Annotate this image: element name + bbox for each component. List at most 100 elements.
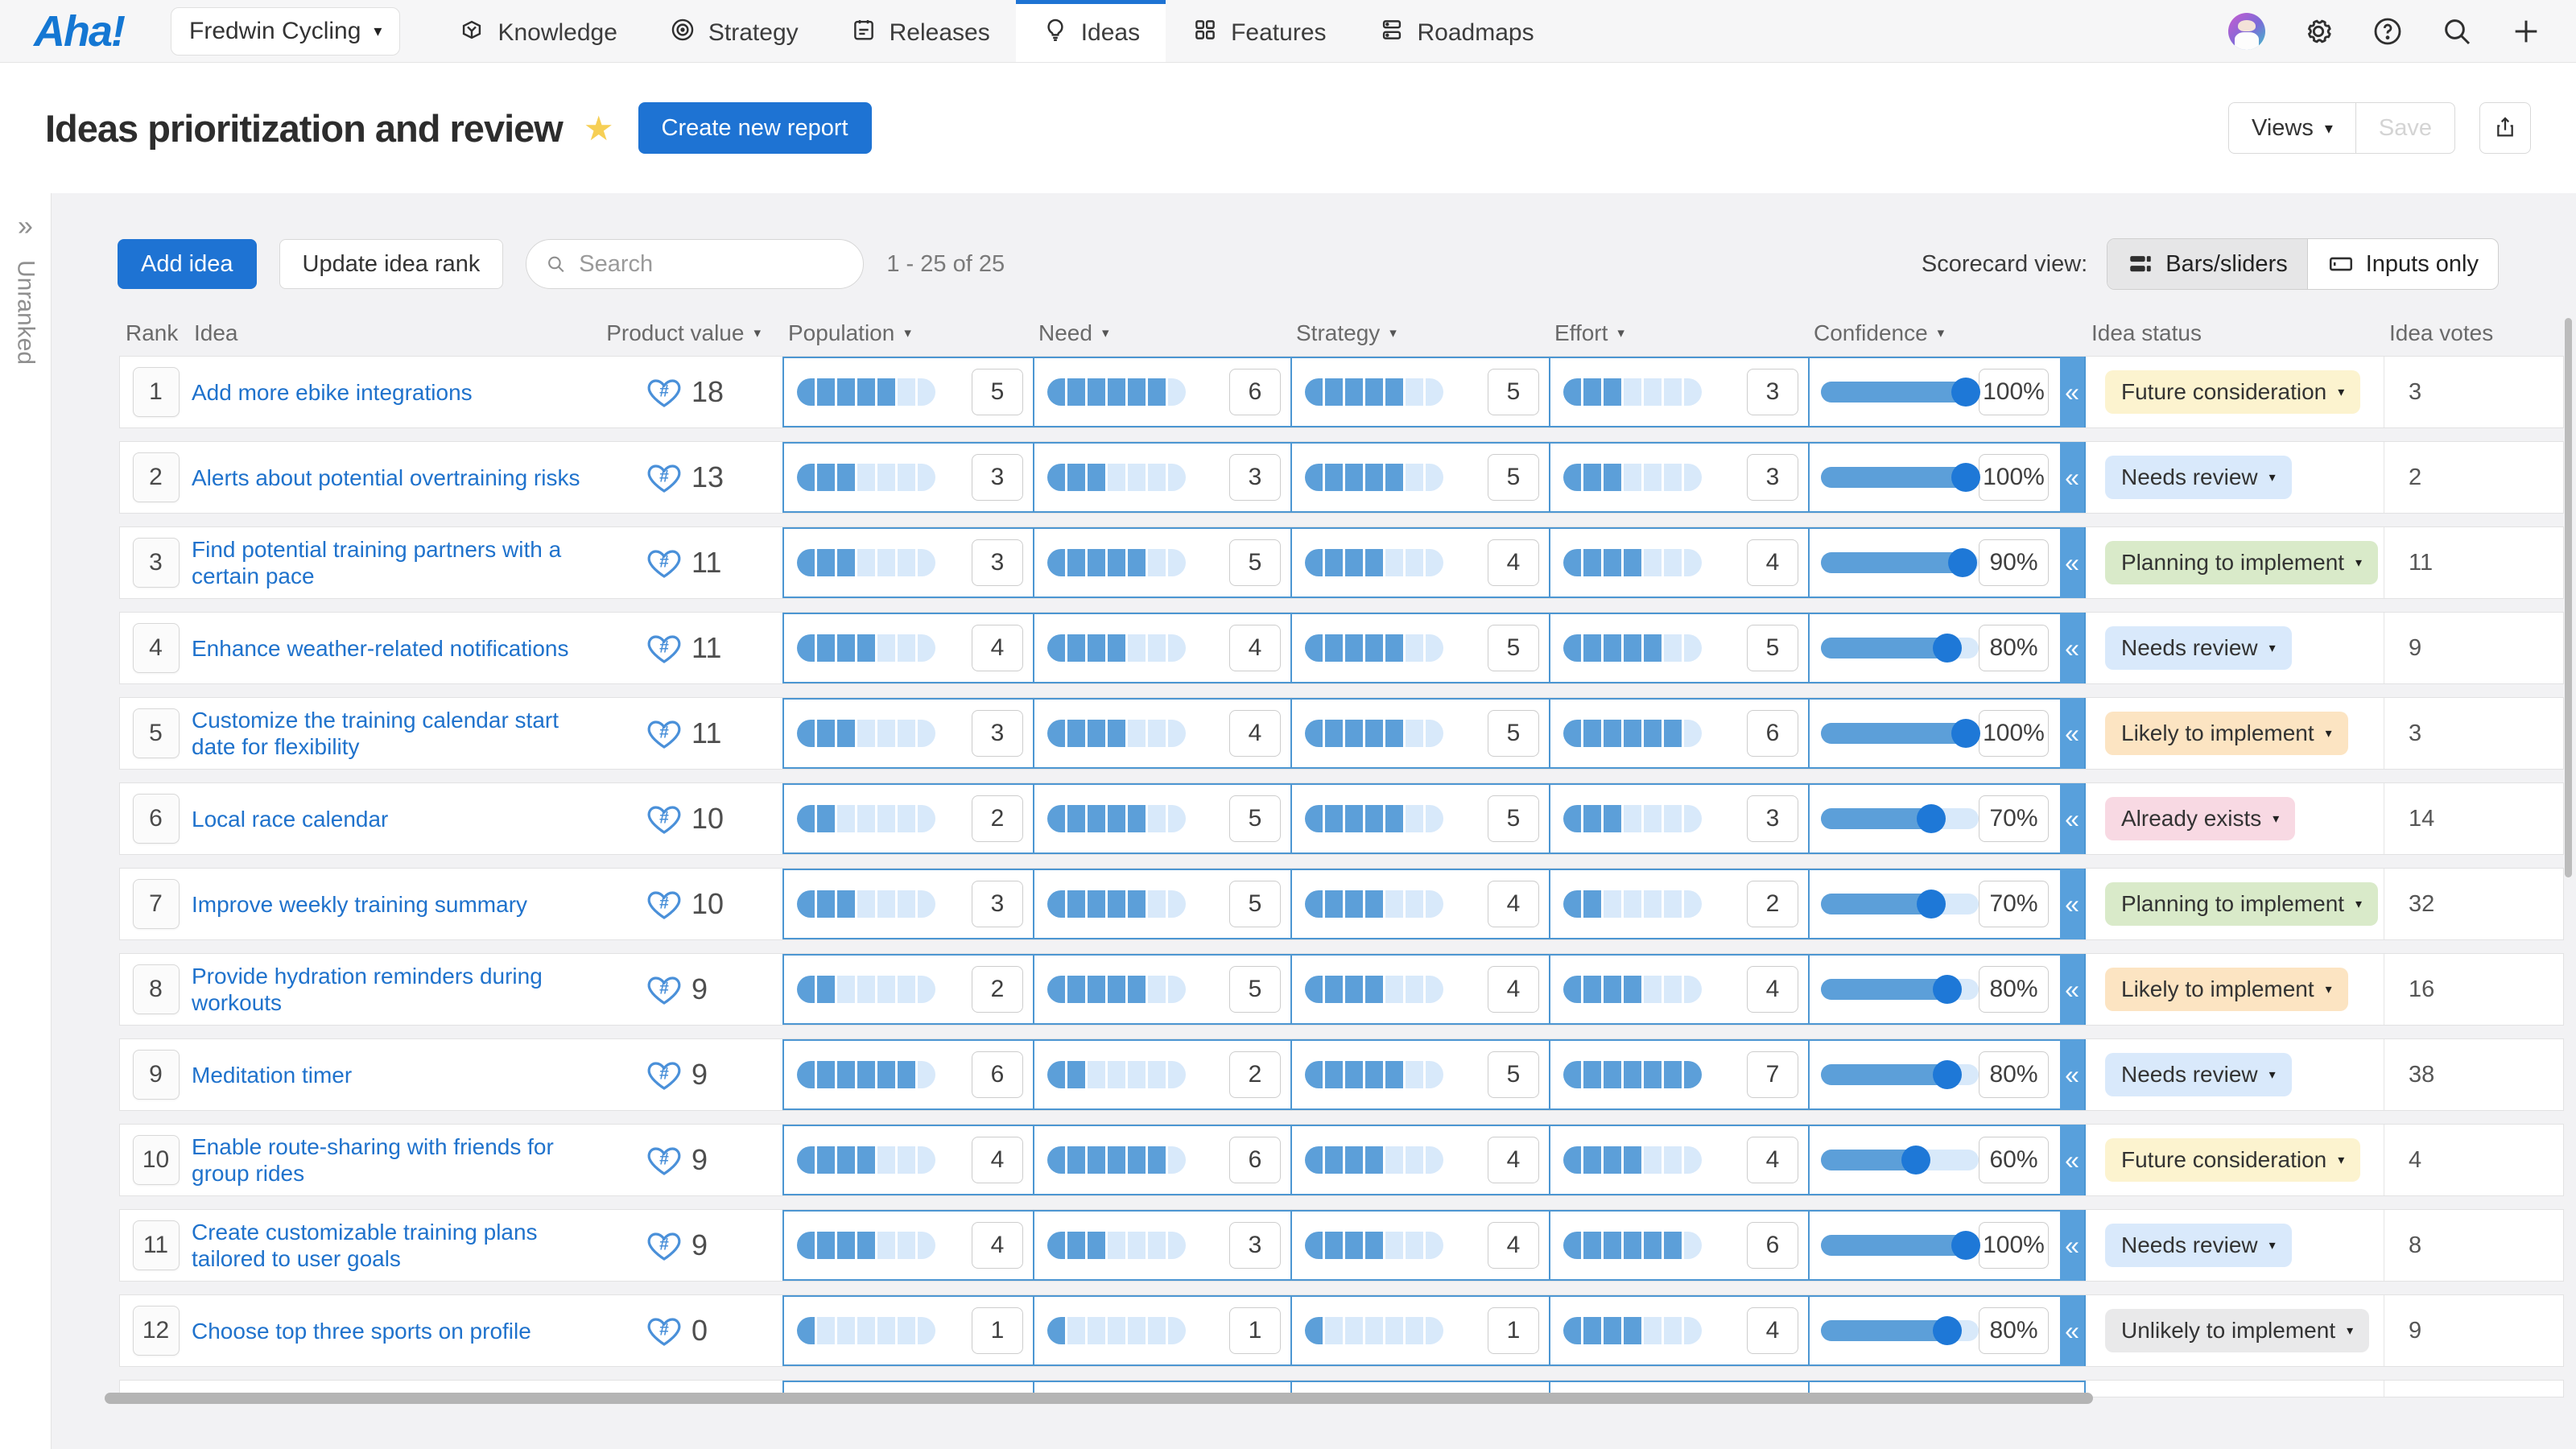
collapse-columns-icon[interactable]: « xyxy=(2060,527,2084,598)
score-bar[interactable] xyxy=(1047,549,1186,576)
score-cell-population[interactable]: 3 xyxy=(782,527,1033,598)
score-bar[interactable] xyxy=(1047,976,1186,1003)
slider-handle[interactable] xyxy=(1932,975,1962,1004)
column-header-need[interactable]: Need ▾ xyxy=(1032,320,1290,346)
score-bar[interactable] xyxy=(1563,1317,1702,1344)
score-value[interactable]: 4 xyxy=(972,1137,1023,1183)
share-button[interactable] xyxy=(2479,102,2531,154)
vertical-scrollbar[interactable] xyxy=(2565,318,2572,877)
score-value[interactable]: 4 xyxy=(1747,539,1798,586)
score-value[interactable]: 5 xyxy=(1488,795,1539,842)
score-value[interactable]: 5 xyxy=(1229,966,1281,1013)
status-badge[interactable]: Likely to implement ▾ xyxy=(2105,712,2348,755)
column-header-population[interactable]: Population ▾ xyxy=(782,320,1032,346)
score-bar[interactable] xyxy=(1563,378,1702,406)
idea-link[interactable]: Enable route-sharing with friends for gr… xyxy=(192,1134,554,1186)
confidence-slider[interactable] xyxy=(1821,975,1979,1004)
score-cell-confidence[interactable]: 100% « xyxy=(1808,357,2086,427)
score-bar[interactable] xyxy=(797,549,935,576)
idea-link[interactable]: Create customizable training plans tailo… xyxy=(192,1220,538,1271)
column-header-effort[interactable]: Effort ▾ xyxy=(1548,320,1807,346)
update-idea-rank-button[interactable]: Update idea rank xyxy=(279,239,504,289)
confidence-slider[interactable] xyxy=(1821,378,1980,407)
add-icon[interactable] xyxy=(2510,15,2542,47)
score-cell-population[interactable]: 2 xyxy=(782,954,1033,1025)
favorite-star-icon[interactable]: ★ xyxy=(583,109,614,147)
rank-badge[interactable]: 9 xyxy=(132,1050,180,1100)
slider-handle[interactable] xyxy=(1932,634,1962,663)
status-badge[interactable]: Unlikely to implement ▾ xyxy=(2105,1309,2370,1352)
score-value[interactable]: 5 xyxy=(1488,369,1539,415)
score-cell-effort[interactable]: 5 xyxy=(1549,613,1808,683)
score-bar[interactable] xyxy=(1047,1146,1186,1174)
confidence-slider[interactable] xyxy=(1821,1316,1979,1345)
idea-link[interactable]: Local race calendar xyxy=(192,806,389,832)
score-cell-effort[interactable]: 3 xyxy=(1549,442,1808,513)
score-value[interactable]: 3 xyxy=(972,881,1023,927)
confidence-slider[interactable] xyxy=(1821,719,1980,748)
score-bar[interactable] xyxy=(1563,720,1702,747)
score-bar[interactable] xyxy=(1305,549,1443,576)
rank-badge[interactable]: 7 xyxy=(132,879,180,929)
confidence-value[interactable]: 70% xyxy=(1979,795,2049,842)
score-cell-need[interactable]: 5 xyxy=(1033,954,1290,1025)
score-value[interactable]: 2 xyxy=(1747,881,1798,927)
score-cell-population[interactable]: 3 xyxy=(782,442,1033,513)
score-cell-confidence[interactable]: 80% « xyxy=(1808,1039,2086,1110)
score-value[interactable]: 7 xyxy=(1747,1051,1798,1098)
score-bar[interactable] xyxy=(1305,1061,1443,1088)
confidence-value[interactable]: 100% xyxy=(1979,454,2049,501)
score-bar[interactable] xyxy=(1047,890,1186,918)
score-bar[interactable] xyxy=(1047,720,1186,747)
confidence-slider[interactable] xyxy=(1821,548,1979,577)
idea-link[interactable]: Customize the training calendar start da… xyxy=(192,708,559,759)
confidence-value[interactable]: 80% xyxy=(1979,966,2049,1013)
workspace-switcher[interactable]: Fredwin Cycling ▾ xyxy=(171,6,401,56)
score-value[interactable]: 3 xyxy=(1229,454,1281,501)
bars-sliders-option[interactable]: Bars/sliders xyxy=(2107,239,2308,289)
status-badge[interactable]: Needs review ▾ xyxy=(2105,456,2292,499)
rank-badge[interactable]: 3 xyxy=(132,538,180,588)
score-cell-confidence[interactable]: 80% « xyxy=(1808,613,2086,683)
confidence-slider[interactable] xyxy=(1821,804,1979,833)
score-value[interactable]: 3 xyxy=(1747,795,1798,842)
confidence-slider[interactable] xyxy=(1821,463,1980,492)
collapse-columns-icon[interactable]: « xyxy=(2060,613,2084,683)
score-cell-need[interactable]: 3 xyxy=(1033,442,1290,513)
confidence-slider[interactable] xyxy=(1821,1231,1980,1260)
collapse-columns-icon[interactable]: « xyxy=(2060,954,2084,1025)
score-value[interactable]: 4 xyxy=(1488,539,1539,586)
confidence-slider[interactable] xyxy=(1821,634,1979,663)
score-value[interactable]: 4 xyxy=(972,625,1023,671)
score-cell-effort[interactable]: 3 xyxy=(1549,357,1808,427)
score-bar[interactable] xyxy=(797,720,935,747)
score-bar[interactable] xyxy=(1563,805,1702,832)
column-header-confidence[interactable]: Confidence ▾ xyxy=(1807,320,2085,346)
collapse-columns-icon[interactable]: « xyxy=(2060,442,2084,513)
score-cell-strategy[interactable]: 1 xyxy=(1290,1295,1549,1366)
score-bar[interactable] xyxy=(797,378,935,406)
score-cell-strategy[interactable]: 5 xyxy=(1290,442,1549,513)
collapse-columns-icon[interactable]: « xyxy=(2060,869,2084,939)
score-bar[interactable] xyxy=(1047,378,1186,406)
score-bar[interactable] xyxy=(797,1061,935,1088)
score-value[interactable]: 6 xyxy=(1747,710,1798,757)
create-new-report-button[interactable]: Create new report xyxy=(638,102,872,154)
score-cell-population[interactable]: 6 xyxy=(782,1039,1033,1110)
score-value[interactable]: 5 xyxy=(1747,625,1798,671)
confidence-value[interactable]: 60% xyxy=(1979,1137,2049,1183)
idea-link[interactable]: Add more ebike integrations xyxy=(192,379,473,405)
score-cell-confidence[interactable]: 100% « xyxy=(1808,698,2086,769)
score-cell-need[interactable]: 6 xyxy=(1033,1125,1290,1195)
nav-item-roadmaps[interactable]: Roadmaps xyxy=(1352,0,1560,62)
score-value[interactable]: 4 xyxy=(1229,625,1281,671)
score-value[interactable]: 1 xyxy=(972,1307,1023,1354)
score-bar[interactable] xyxy=(1563,1146,1702,1174)
score-value[interactable]: 6 xyxy=(1747,1222,1798,1269)
score-value[interactable]: 1 xyxy=(1229,1307,1281,1354)
rank-badge[interactable]: 8 xyxy=(132,964,180,1014)
score-bar[interactable] xyxy=(1305,976,1443,1003)
confidence-value[interactable]: 80% xyxy=(1979,1307,2049,1354)
score-value[interactable]: 4 xyxy=(1747,1137,1798,1183)
score-value[interactable]: 2 xyxy=(1229,1051,1281,1098)
